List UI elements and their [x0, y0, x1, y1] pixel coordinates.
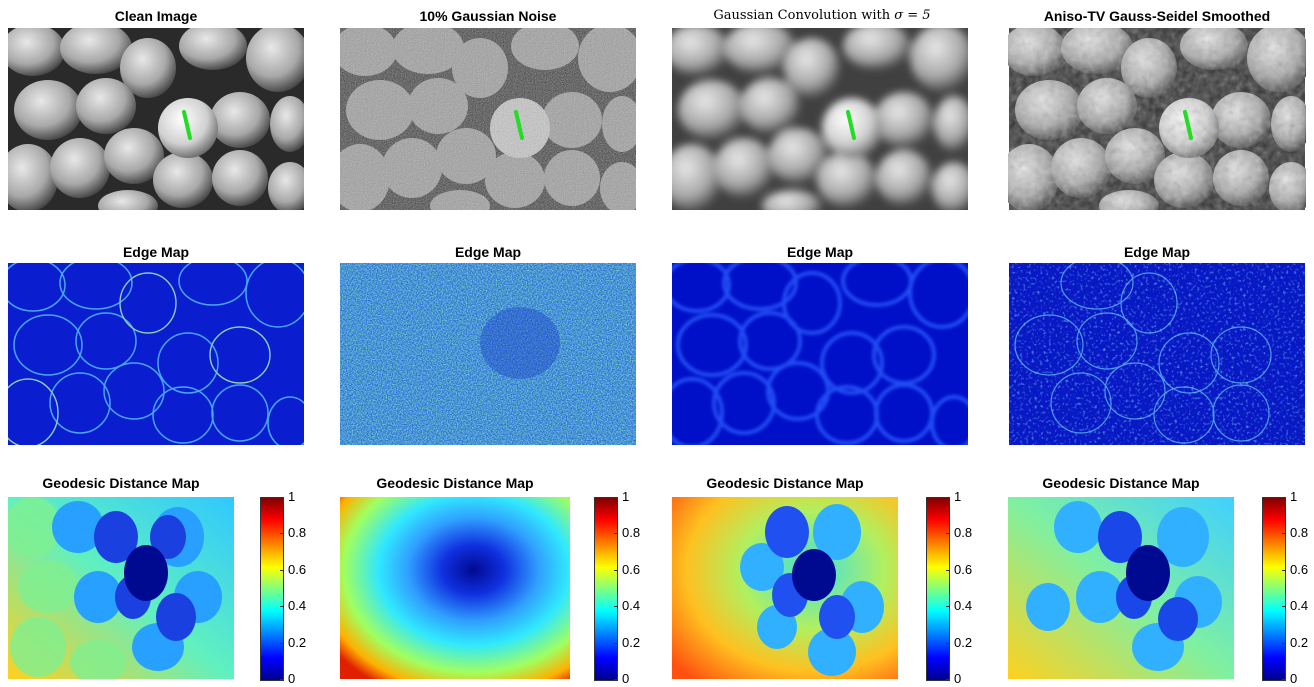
title-clean-image: Clean Image — [114, 8, 198, 24]
colorbar-tick-mark — [1282, 533, 1286, 534]
colorbar-tick-mark — [946, 679, 950, 680]
title-edge-map-4: Edge Map — [1123, 244, 1191, 260]
colorbar-tick-mark — [1282, 497, 1286, 498]
geodesic-map-clean — [8, 497, 234, 679]
geodesic-map-noisy — [340, 497, 570, 679]
title-gaussian-convolution: Gaussian Convolution with σ = 5 — [672, 8, 972, 23]
colorbar-4 — [1262, 497, 1286, 681]
colorbar-tick-mark — [614, 643, 618, 644]
title-edge-map-3: Edge Map — [786, 244, 854, 260]
title-edge-map-1: Edge Map — [122, 244, 190, 260]
colorbar-tick-mark — [280, 570, 284, 571]
colorbar-tick-mark — [280, 497, 284, 498]
colorbar-2 — [594, 497, 618, 681]
colorbar-tick-label: 0.8 — [622, 525, 641, 540]
colorbar-tick-label: 0.6 — [954, 562, 973, 577]
colorbar-tick-mark — [946, 570, 950, 571]
colorbar-tick-label: 0.8 — [954, 525, 973, 540]
edge-map-aniso-tv — [1008, 263, 1306, 445]
colorbar-tick-mark — [280, 606, 284, 607]
title-geodesic-3: Geodesic Distance Map — [706, 475, 864, 491]
colorbar-tick-label: 0.2 — [622, 635, 641, 650]
title-geodesic-4: Geodesic Distance Map — [1042, 475, 1200, 491]
colorbar-tick-label: 0.2 — [1290, 635, 1309, 650]
aniso-tv-smoothed-image — [1008, 28, 1306, 210]
colorbar-tick-label: 0.8 — [1290, 525, 1309, 540]
colorbar-tick-label: 0.6 — [1290, 562, 1309, 577]
colorbar-tick-mark — [946, 606, 950, 607]
colorbar-tick-mark — [614, 606, 618, 607]
colorbar-tick-mark — [946, 497, 950, 498]
edge-map-noisy — [340, 263, 636, 445]
colorbar-tick-mark — [1282, 679, 1286, 680]
colorbar-tick-label: 1 — [1290, 489, 1298, 504]
title-gaussian-convolution-text: Gaussian Convolution with — [713, 8, 891, 23]
colorbar-tick-label: 1 — [954, 489, 962, 504]
noisy-image — [340, 28, 636, 210]
colorbar-3 — [926, 497, 950, 681]
colorbar-tick-mark — [1282, 643, 1286, 644]
colorbar-tick-label: 0.4 — [954, 598, 973, 613]
title-gaussian-noise: 10% Gaussian Noise — [419, 8, 557, 24]
colorbar-tick-mark — [614, 679, 618, 680]
geodesic-map-convolved — [672, 497, 898, 679]
title-geodesic-2: Geodesic Distance Map — [376, 475, 534, 491]
gaussian-convolved-image — [672, 28, 968, 210]
geodesic-map-aniso-tv — [1008, 497, 1234, 679]
colorbar-tick-label: 1 — [288, 489, 296, 504]
colorbar-tick-mark — [614, 570, 618, 571]
colorbar-tick-label: 0.8 — [288, 525, 307, 540]
clean-image — [8, 28, 304, 210]
colorbar-tick-label: 0.2 — [954, 635, 973, 650]
colorbar-tick-mark — [1282, 606, 1286, 607]
colorbar-tick-mark — [280, 533, 284, 534]
edge-map-clean — [8, 263, 304, 445]
colorbar-tick-mark — [946, 643, 950, 644]
colorbar-tick-mark — [1282, 570, 1286, 571]
colorbar-tick-label: 0.2 — [288, 635, 307, 650]
title-aniso-tv: Aniso-TV Gauss-Seidel Smoothed — [1043, 8, 1271, 24]
title-geodesic-1: Geodesic Distance Map — [42, 475, 200, 491]
colorbar-tick-mark — [614, 497, 618, 498]
colorbar-tick-label: 0.6 — [622, 562, 641, 577]
edge-map-convolved — [672, 263, 968, 445]
colorbar-tick-label: 0 — [954, 671, 962, 686]
colorbar-tick-label: 0.6 — [288, 562, 307, 577]
colorbar-1 — [260, 497, 284, 681]
colorbar-tick-label: 0.4 — [1290, 598, 1309, 613]
colorbar-tick-mark — [946, 533, 950, 534]
colorbar-tick-label: 0 — [288, 671, 296, 686]
colorbar-tick-mark — [280, 643, 284, 644]
colorbar-tick-label: 0 — [622, 671, 630, 686]
title-edge-map-2: Edge Map — [454, 244, 522, 260]
sigma-equation: σ = 5 — [894, 8, 931, 23]
colorbar-tick-label: 0.4 — [288, 598, 307, 613]
colorbar-tick-label: 0 — [1290, 671, 1298, 686]
colorbar-tick-mark — [614, 533, 618, 534]
colorbar-tick-mark — [280, 679, 284, 680]
colorbar-tick-label: 1 — [622, 489, 630, 504]
colorbar-tick-label: 0.4 — [622, 598, 641, 613]
